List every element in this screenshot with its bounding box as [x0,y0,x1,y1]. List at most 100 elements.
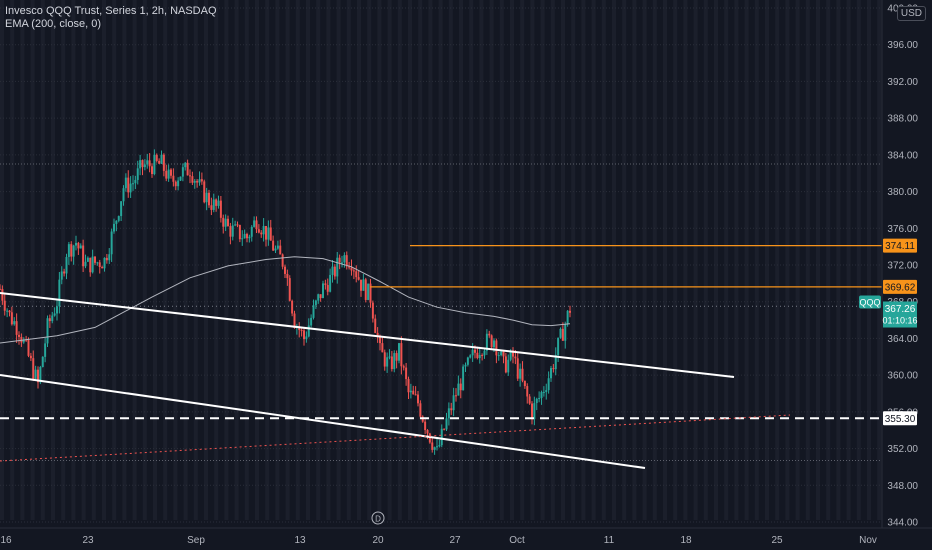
currency-button[interactable]: USD [896,6,926,21]
lower-trendline [0,374,646,469]
candle-body [136,168,139,180]
session-stripe [357,0,361,520]
candle-body [307,325,310,337]
session-stripe [336,0,341,520]
candle-body [293,313,296,328]
session-stripe [856,0,861,520]
session-stripe [652,0,657,520]
price-tick-label: 348.00 [887,481,918,492]
candle-body [417,394,419,404]
candle-body [540,392,543,398]
price-axis [882,0,932,550]
candle-body [426,430,429,434]
candle-body [158,160,161,164]
candle-body [535,398,538,404]
candle-body [462,366,465,391]
candle-body [362,279,365,291]
session-stripe [571,0,576,520]
candle-body [174,181,177,187]
session-stripe [714,0,718,520]
candle-body [279,245,282,255]
candle-body [526,386,529,397]
candle-body [276,245,279,249]
candle-body [22,339,25,343]
candle-body [502,351,505,357]
session-stripe [795,0,800,520]
session-stripe [826,0,831,520]
session-stripe [20,0,25,520]
candle-body [160,154,163,164]
candle-body [348,266,351,268]
candle-body [476,352,479,359]
candle-body [395,353,398,361]
candle-body [509,350,512,360]
candle-body [255,220,258,230]
candle-body [148,160,151,167]
candle-body [67,244,70,257]
candle-body [471,349,474,356]
session-stripe [61,0,66,520]
session-stripe [285,0,290,520]
price-badge-369-bg [883,279,917,294]
candle-body [217,200,220,206]
qqq-symbol-tag-bg [859,295,881,309]
candle-body [34,369,37,380]
candle-body [167,169,170,179]
candle-body [466,357,469,365]
qqq-symbol-tag: QQQ [859,298,880,308]
candle-body [478,355,481,359]
candle-body [554,355,557,370]
candle-body [253,220,256,227]
time-tick-label: 16 [0,535,12,546]
candle-body [383,352,386,367]
candle-body [355,271,358,278]
candle-body [457,383,460,396]
candle-body [212,199,215,210]
session-stripe [244,0,249,520]
candle-body [405,367,408,380]
candle-body [60,271,63,280]
candle-body [367,283,370,300]
candle-body [170,169,172,176]
upper-trendline [0,292,735,378]
candle-body [500,351,503,356]
candle-body [336,257,339,277]
candle-body [246,234,248,239]
candle-body [222,217,225,227]
candle-body [108,254,111,261]
candle-body [39,367,42,383]
session-stripe [520,0,525,520]
price-tick-label: 396.00 [887,40,918,51]
candle-body [46,318,49,344]
qqq-price-value: 367.26 [885,304,916,315]
price-tick-label: 364.00 [887,334,918,345]
session-stripe [448,0,453,520]
candle-body [267,227,270,240]
candle-body [312,305,315,318]
candle-body [8,310,11,313]
candle-body [552,368,555,370]
candle-body [272,240,275,251]
candle-body [84,261,87,267]
candle-body [338,257,341,263]
candle-body [447,408,450,419]
candle-body [146,160,149,165]
candle-body [331,266,334,275]
candle-body [284,266,286,274]
candle-body [129,183,132,193]
candle-body [561,328,564,341]
session-stripe [612,0,616,520]
candle-body [390,356,393,370]
candle-body [291,300,294,314]
session-stripe [724,0,729,520]
candle-body [113,223,115,232]
candle-body [547,378,550,391]
candle-body [569,310,571,313]
candle-body [236,224,239,226]
price-tick-label: 372.00 [887,261,918,272]
candle-body [101,267,104,269]
candle-body [369,283,372,303]
